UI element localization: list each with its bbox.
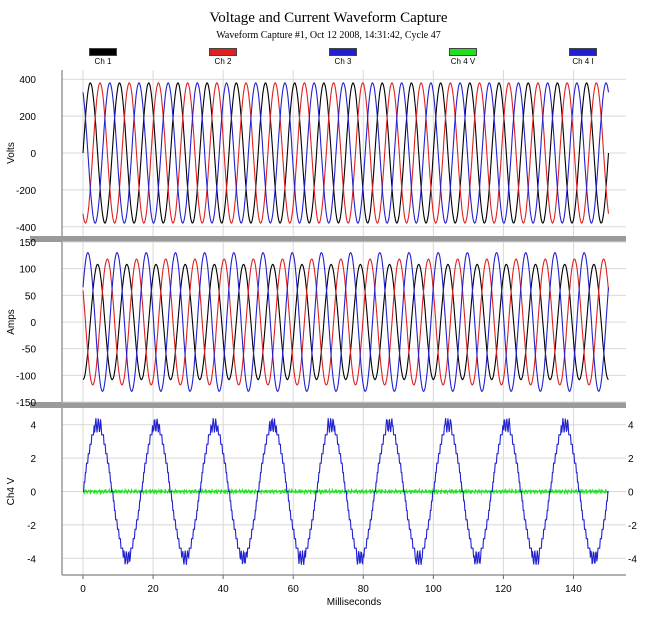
series-line-ch-1 <box>82 263 609 381</box>
x-tick-label: 100 <box>425 584 442 595</box>
y-tick-label: 100 <box>19 265 36 276</box>
y-tick-label: 200 <box>19 112 36 123</box>
y-tick-label: 4 <box>30 421 36 432</box>
y-tick-label: 50 <box>25 291 37 302</box>
legend-swatch-ch2 <box>209 48 237 56</box>
y-axis-label: Ch4 V <box>6 477 17 505</box>
chart-title: Voltage and Current Waveform Capture <box>209 10 448 26</box>
legend-swatch-ch3 <box>329 48 357 56</box>
x-tick-label: 40 <box>218 584 230 595</box>
right-y-tick-label: 2 <box>628 454 634 465</box>
y-tick-label: 0 <box>30 149 36 160</box>
y-tick-label: -400 <box>16 223 36 234</box>
y-tick-label: -150 <box>16 398 36 409</box>
right-y-tick-label: -4 <box>628 554 637 565</box>
legend-label-ch2: Ch 2 <box>214 57 232 66</box>
legend-item-ch4v: Ch 4 V <box>433 48 493 66</box>
legend-label-ch1: Ch 1 <box>94 57 112 66</box>
y-axis-label: Volts <box>6 142 17 164</box>
series-line-ch-2 <box>82 82 610 224</box>
series-line-ch-1 <box>82 82 610 224</box>
legend-item-ch2: Ch 2 <box>193 48 253 66</box>
legend-label-ch4i: Ch 4 I <box>572 57 594 66</box>
legend-label-ch4v: Ch 4 V <box>450 57 476 66</box>
legend-item-ch4i: Ch 4 I <box>553 48 613 66</box>
y-tick-label: -100 <box>16 371 36 382</box>
y-axis-label: Amps <box>6 309 17 335</box>
legend-swatch-ch1 <box>89 48 117 56</box>
x-tick-label: 60 <box>288 584 300 595</box>
series-line-ch-3 <box>82 252 610 392</box>
y-tick-label: 0 <box>30 488 36 499</box>
panel-separator <box>30 402 626 408</box>
chart-subtitle: Waveform Capture #1, Oct 12 2008, 14:31:… <box>216 30 441 41</box>
y-tick-label: 2 <box>30 454 36 465</box>
x-tick-label: 80 <box>358 584 370 595</box>
y-tick-label: -50 <box>22 345 37 356</box>
legend-swatch-ch4v <box>449 48 477 56</box>
y-tick-label: 150 <box>19 238 36 249</box>
x-tick-label: 140 <box>565 584 582 595</box>
y-tick-label: -4 <box>27 554 36 565</box>
y-tick-label: -2 <box>27 521 36 532</box>
legend-item-ch1: Ch 1 <box>73 48 133 66</box>
x-axis-label: Milliseconds <box>327 597 381 608</box>
y-tick-label: -200 <box>16 186 36 197</box>
legend-swatch-ch4i <box>569 48 597 56</box>
right-y-tick-label: -2 <box>628 521 637 532</box>
right-y-tick-label: 4 <box>628 421 634 432</box>
y-tick-label: 0 <box>30 318 36 329</box>
right-y-tick-label: 0 <box>628 488 634 499</box>
y-tick-label: 400 <box>19 75 36 86</box>
x-tick-label: 20 <box>148 584 160 595</box>
x-tick-label: 0 <box>80 584 86 595</box>
panel-separator <box>30 236 626 242</box>
legend-item-ch3: Ch 3 <box>313 48 373 66</box>
x-tick-label: 120 <box>495 584 512 595</box>
series-line-ch-4-i <box>83 417 609 566</box>
legend-label-ch3: Ch 3 <box>334 57 352 66</box>
series-line-ch-3 <box>82 82 610 224</box>
